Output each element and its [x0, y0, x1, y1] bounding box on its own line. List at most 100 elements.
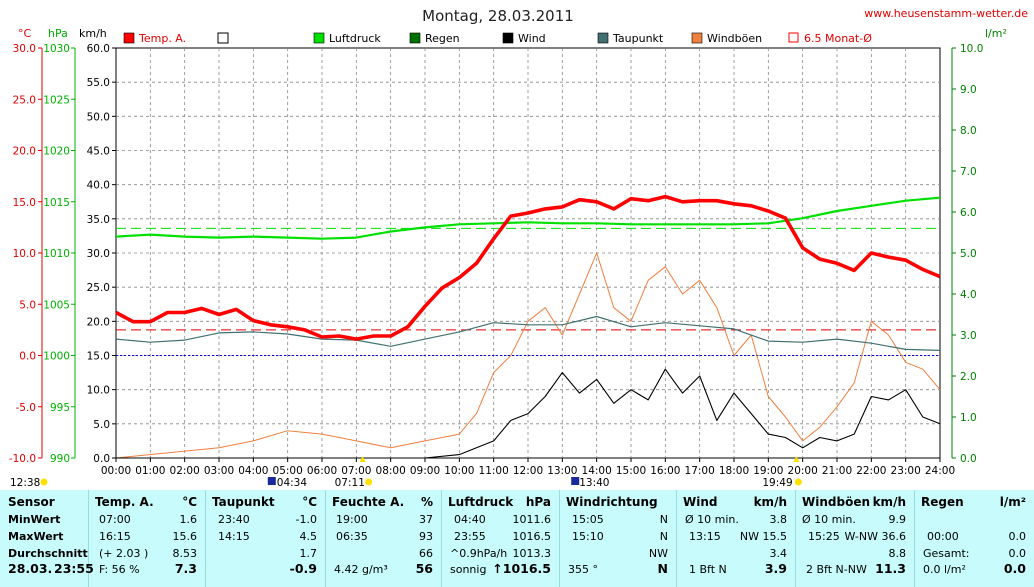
humidity-min-value: 37 [419, 513, 433, 526]
temp-tick-label: 10.0 [13, 248, 36, 260]
gust-max-value: W-NW 36.6 [844, 530, 907, 543]
pressure-tick-label: 995 [50, 402, 70, 414]
moonset-time: 12:38 [10, 477, 40, 489]
temp-current-value: 7.3 [174, 561, 197, 576]
pressure-min-time: 04:40 [454, 513, 486, 526]
dewpoint-max-time: 14:15 [218, 530, 250, 543]
x-tick-label: 23:00 [891, 465, 921, 477]
wind-beaufort: 1 Bft N [689, 563, 727, 576]
temp-tick-label: 0.0 [19, 351, 36, 363]
x-tick-label: 04:00 [238, 465, 268, 477]
wind-direction-column: Windrichtung 15:05 N 15:10 N NW 355 ° N [560, 490, 677, 587]
dewpoint-current-value: -0.9 [289, 561, 317, 576]
pressure-tick-label: 1005 [43, 299, 70, 311]
row-label-min: MinWert [8, 513, 61, 526]
wind-tick-label: 50.0 [87, 111, 110, 123]
x-tick-label: 05:00 [273, 465, 303, 477]
wind-min-label: Ø 10 min. [685, 513, 739, 526]
x-tick-label: 02:00 [170, 465, 200, 477]
site-link[interactable]: www.heusenstamm-wetter.de [864, 7, 1028, 20]
legend-swatch [409, 32, 421, 44]
temp-tick-label: -10.0 [9, 453, 36, 465]
legend-label: 6.5 Monat-Ø [804, 32, 872, 45]
rain-tick-label: 5.0 [960, 248, 977, 260]
humidity-column: Feuchte A. % 19:00 37 06:35 93 66 4.42 g… [326, 490, 442, 587]
wind-tick-label: 35.0 [87, 214, 110, 226]
wind-direction-avg-value: NW [648, 547, 668, 560]
pressure-forecast: sonnig [450, 563, 487, 576]
legend-swatch [788, 32, 799, 43]
humidity-avg-value: 66 [419, 547, 433, 560]
legend-swatch [123, 32, 135, 44]
dewpoint-max-value: 4.5 [299, 530, 318, 543]
dewpoint-header: Taupunkt [212, 495, 275, 509]
x-tick-label: 11:00 [479, 465, 509, 477]
sunset-icon [794, 478, 802, 486]
wind-direction-max-time: 15:10 [572, 530, 604, 543]
sunrise-tick-icon [359, 456, 366, 462]
gust-min-value: 9.9 [888, 513, 907, 526]
rain-total-value: 0.0 [1008, 547, 1027, 560]
x-tick-label: 08:00 [376, 465, 406, 477]
rain-tick-label: 7.0 [960, 166, 977, 178]
row-label-avg: Durchschnitt [8, 547, 88, 560]
moonrise-icon [267, 477, 276, 485]
temp-unit-label: °C [18, 27, 32, 40]
x-tick-label: 13:00 [547, 465, 577, 477]
x-tick-label: 21:00 [822, 465, 852, 477]
rain-foot-label: 0.0 l/m² [923, 563, 966, 576]
sunrise-time: 07:11 [335, 477, 365, 489]
x-tick-label: 03:00 [204, 465, 234, 477]
dewpoint-min-value: -1.0 [295, 513, 317, 526]
press-unit-label: hPa [48, 27, 68, 40]
series-luftdruck [115, 196, 941, 240]
wind-max-time: 13:15 [689, 530, 721, 543]
pressure-tick-label: 1015 [43, 197, 70, 209]
pressure-trend: ^0.9hPa/h [450, 547, 508, 560]
temp-tick-label: 30.0 [13, 43, 36, 55]
culmination-icon [571, 477, 580, 485]
x-tick-label: 20:00 [788, 465, 818, 477]
date-label: 28.03. [8, 561, 53, 576]
humidity-min-time: 19:00 [336, 513, 368, 526]
rain-tick-label: 1.0 [960, 412, 977, 424]
row-label-max: MaxWert [8, 530, 64, 543]
gust-max-time: 15:25 [808, 530, 840, 543]
pressure-header: Luftdruck [448, 495, 514, 509]
wind-current-value: 3.9 [764, 561, 787, 576]
dewpoint-avg-value: 1.7 [299, 547, 318, 560]
wind-avg-value: 3.4 [769, 547, 788, 560]
rain-tick-label: 6.0 [960, 207, 977, 219]
temp-tick-label: -5.0 [16, 402, 37, 414]
x-tick-label: 10:00 [444, 465, 474, 477]
pressure-avg-value: 1013.3 [512, 547, 552, 560]
rain-tick-label: 4.0 [960, 289, 977, 301]
weather-chart: Montag, 28.03.2011 www.heusenstamm-wette… [8, 7, 1029, 489]
x-tick-label: 01:00 [135, 465, 165, 477]
dewpoint-column: Taupunkt °C 23:40 -1.0 14:15 4.5 1.7 -0.… [206, 490, 326, 587]
temp-max-value: 15.6 [172, 530, 198, 543]
x-tick-label: 22:00 [856, 465, 886, 477]
temp-tick-label: 5.0 [19, 299, 36, 311]
sunset-time: 19:49 [762, 477, 792, 489]
wind-direction-min-value: N [659, 513, 668, 526]
wind-tick-label: 0.0 [93, 453, 110, 465]
legend-label: Wind [518, 32, 546, 45]
temp-avg-value: 8.53 [172, 547, 198, 560]
rain-tick-label: 2.0 [960, 371, 977, 383]
x-tick-label: 16:00 [650, 465, 680, 477]
chart-title: Montag, 28.03.2011 [422, 7, 574, 25]
moon-icon [40, 478, 48, 486]
rain-tick-label: 9.0 [960, 84, 977, 96]
wind-min-value: 3.8 [769, 513, 788, 526]
rain-tick-label: 0.0 [960, 453, 977, 465]
rain-unit: l/m² [999, 495, 1026, 509]
wind-direction-current-value: N [657, 561, 668, 576]
x-tick-label: 15:00 [616, 465, 646, 477]
culmination-time: 13:40 [579, 477, 609, 489]
humidity-foot-label: 4.42 g/m³ [334, 563, 388, 576]
rain-min-time: 00:00 [927, 530, 959, 543]
wind-direction-degrees: 355 ° [568, 563, 598, 576]
wind-direction-max-value: N [659, 530, 668, 543]
humidity-unit: % [420, 495, 433, 509]
